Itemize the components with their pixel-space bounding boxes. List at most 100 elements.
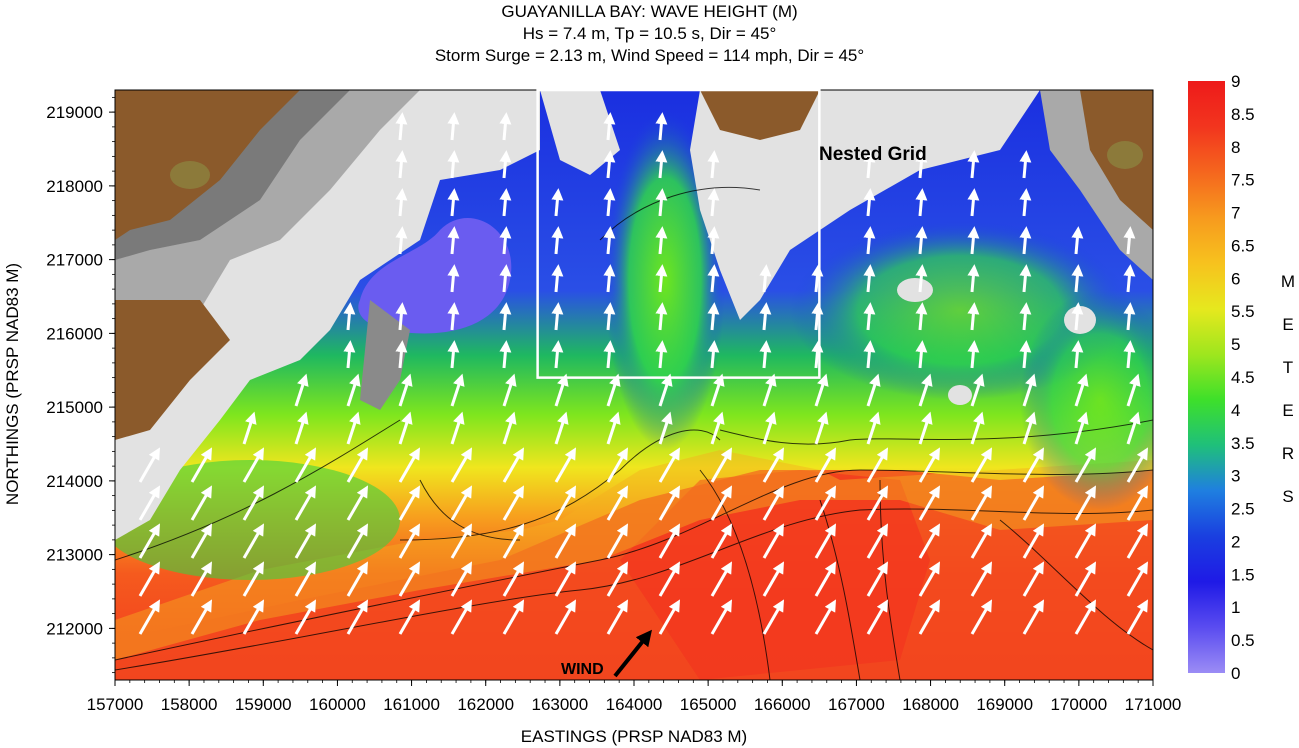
wave-arrow xyxy=(863,340,876,369)
terrain-southwest xyxy=(115,300,230,440)
wave-arrow xyxy=(866,523,888,559)
wave-arrow xyxy=(814,447,837,483)
wave-arrow xyxy=(1022,373,1037,407)
colorbar-tick-label: 7.5 xyxy=(1231,171,1255,190)
colorbar: 0 0.5 1 1.5 2 2.5 3 3.5 4 4.5 5 5.5 6 6.5 7 7.5 8 8.5 9 M E… xyxy=(1188,72,1295,683)
colorbar-unit: M E T E R S xyxy=(1281,272,1295,506)
x-axis: 157000 158000 159000 160000 161000 162000 1630… xyxy=(87,680,1182,714)
wave-arrow xyxy=(554,599,576,635)
wave-arrow xyxy=(970,561,992,597)
wave-arrow xyxy=(398,561,420,597)
wave-arrow xyxy=(707,340,720,369)
wind-arrow xyxy=(613,629,652,678)
wave-arrow xyxy=(658,561,680,597)
wave-arrow xyxy=(762,485,785,521)
wave-arrow xyxy=(1126,373,1141,407)
wave-arrow xyxy=(190,599,212,635)
wave-arrow xyxy=(970,373,985,407)
wave-arrow xyxy=(499,226,512,255)
nested-grid: Nested Grid xyxy=(536,88,927,379)
wave-arrow xyxy=(1022,561,1044,597)
wave-arrow xyxy=(242,447,265,483)
land-central xyxy=(690,90,1040,320)
peak-east xyxy=(1107,141,1143,169)
wave-arrow xyxy=(499,264,512,293)
x-tick-label: 166000 xyxy=(754,695,811,714)
wave-arrow xyxy=(242,411,257,445)
y-axis-title: NORTHINGS (PRSP NAD83 M) xyxy=(3,263,22,505)
wave-arrow xyxy=(499,340,512,369)
wave-arrow xyxy=(398,447,421,483)
x-tick-label: 171000 xyxy=(1125,695,1182,714)
wave-arrow xyxy=(811,264,824,293)
y-tick-label: 219000 xyxy=(46,103,103,122)
wave-arrow xyxy=(346,485,369,521)
wave-arrow xyxy=(447,226,460,255)
wave-arrow xyxy=(502,485,525,521)
wave-arrow xyxy=(918,599,940,635)
wave-arrow xyxy=(294,523,316,559)
wave-arrow xyxy=(499,188,512,217)
colorbar-tick-label: 4.5 xyxy=(1231,368,1255,387)
colorbar-tick-label: 5.5 xyxy=(1231,302,1255,321)
x-tick-label: 162000 xyxy=(457,695,514,714)
island-1 xyxy=(897,278,933,302)
wave-arrow xyxy=(190,561,212,597)
wave-arrow xyxy=(762,447,785,483)
wave-arrow xyxy=(1074,373,1089,407)
y-tick-label: 212000 xyxy=(46,619,103,638)
wave-arrow xyxy=(398,523,420,559)
wave-arrow xyxy=(866,373,881,407)
wave-arrow xyxy=(762,523,784,559)
wave-arrow xyxy=(499,302,512,331)
wave-arrow xyxy=(915,226,928,255)
wave-arrow xyxy=(918,447,941,483)
wave-arrow xyxy=(447,302,460,331)
chart-subtitle-1: Hs = 7.4 m, Tp = 10.5 s, Dir = 45° xyxy=(522,24,777,43)
depth-contours xyxy=(115,187,1153,680)
wave-arrow xyxy=(918,373,933,407)
chart-title: GUAYANILLA BAY: WAVE HEIGHT (M) xyxy=(501,2,798,21)
wave-arrow xyxy=(190,523,212,559)
wave-arrow xyxy=(1019,340,1032,369)
wave-arrow xyxy=(1022,599,1044,635)
wave-arrow xyxy=(710,373,725,407)
wave-arrow xyxy=(655,188,668,217)
wave-arrow xyxy=(1022,447,1045,483)
wave-arrow xyxy=(242,561,264,597)
wave-arrow xyxy=(346,523,368,559)
wave-arrow xyxy=(707,188,720,217)
wave-arrow xyxy=(1071,226,1084,255)
wave-arrow xyxy=(915,264,928,293)
wave-arrow xyxy=(710,523,732,559)
wave-arrow xyxy=(811,340,824,369)
wave-arrow xyxy=(346,373,361,407)
wave-arrow xyxy=(710,599,732,635)
wave-arrow xyxy=(447,340,460,369)
wave-arrow xyxy=(554,561,576,597)
colorbar-tick-label: 3 xyxy=(1231,467,1240,486)
wave-arrow xyxy=(967,264,980,293)
wave-arrow xyxy=(915,302,928,331)
wave-arrow xyxy=(398,599,420,635)
colorbar-unit-letter: E xyxy=(1282,401,1293,420)
wave-arrow xyxy=(655,226,668,255)
wave-arrow xyxy=(863,150,876,179)
wave-arrow xyxy=(866,599,888,635)
chart-subtitle-2: Storm Surge = 2.13 m, Wind Speed = 114 m… xyxy=(434,46,865,65)
wave-arrow xyxy=(970,523,992,559)
wave-arrow xyxy=(655,340,668,369)
wave-arrow xyxy=(242,523,264,559)
island-3 xyxy=(948,385,972,405)
wave-arrow xyxy=(915,150,928,179)
wave-arrow xyxy=(707,264,720,293)
wave-arrow xyxy=(606,373,621,407)
y-tick-label: 217000 xyxy=(46,251,103,270)
wave-arrow xyxy=(450,447,473,483)
wave-arrow xyxy=(707,150,720,179)
y-tick-label: 213000 xyxy=(46,546,103,565)
wave-arrow xyxy=(138,561,160,597)
wave-arrow xyxy=(1019,226,1032,255)
x-tick-label: 165000 xyxy=(680,695,737,714)
wave-arrow xyxy=(294,485,317,521)
